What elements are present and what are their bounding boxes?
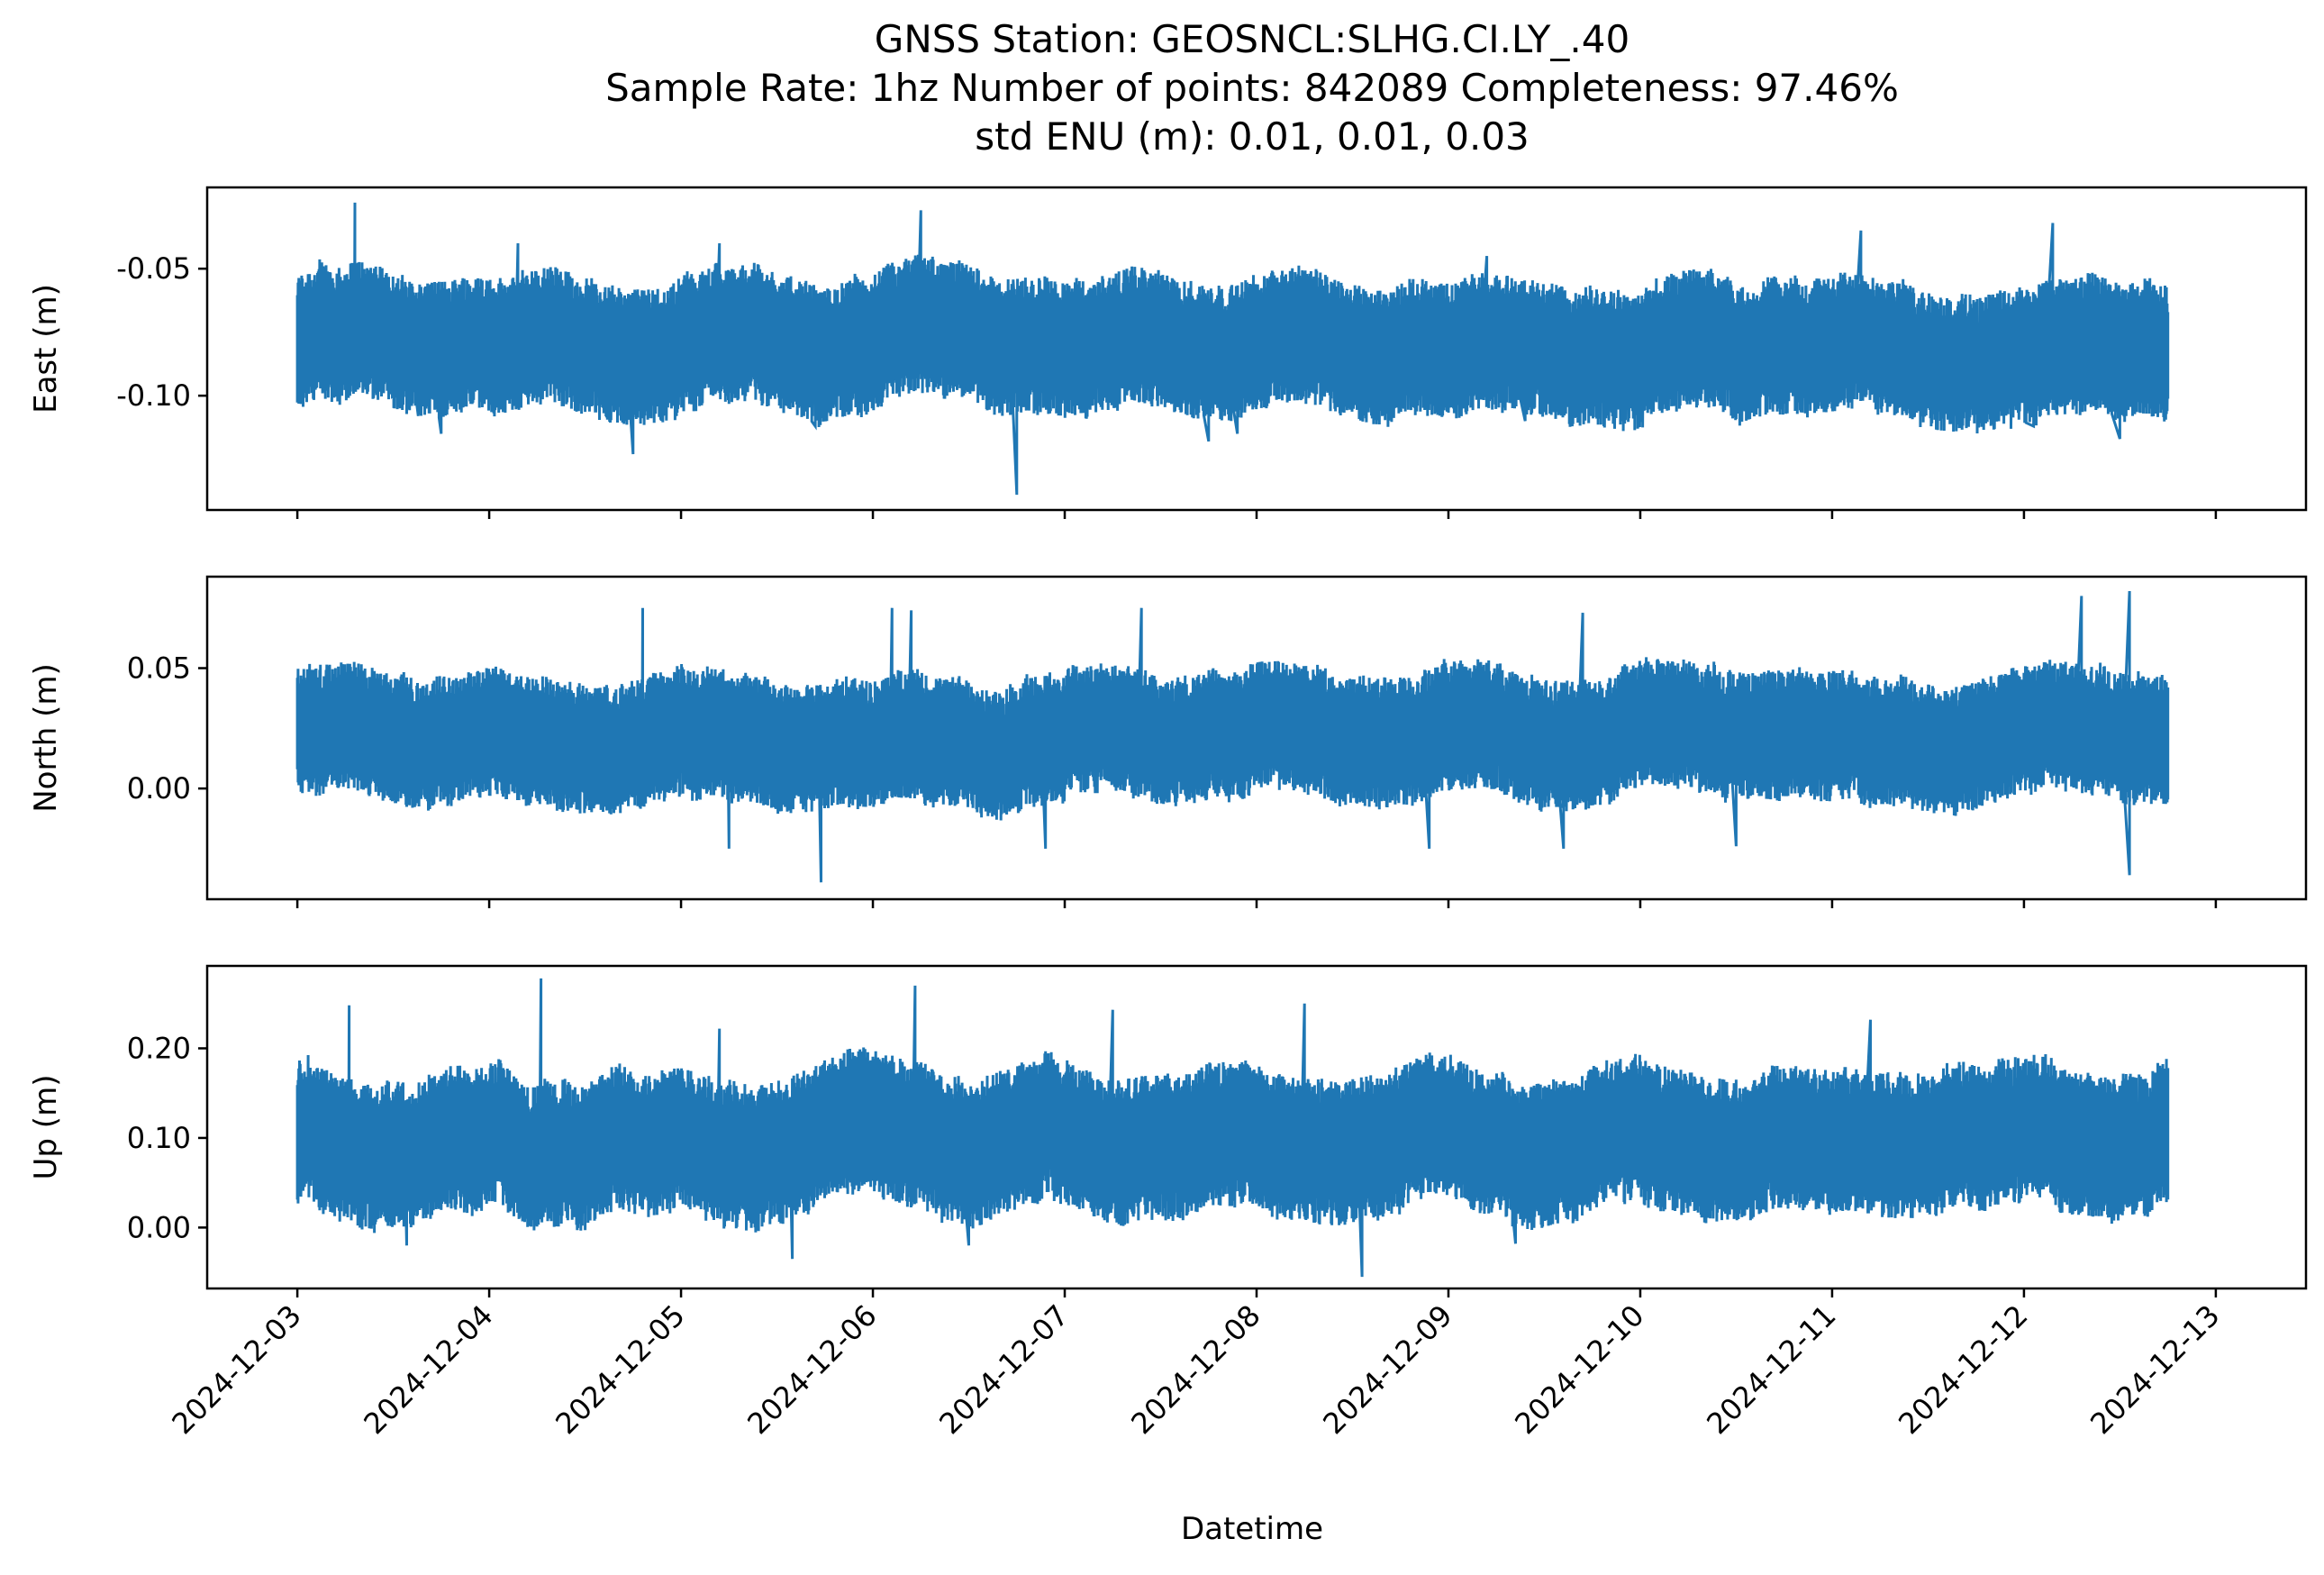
title-line-1: GNSS Station: GEOSNCL:SLHG.CI.LY_.40 [875, 17, 1630, 61]
east-y-tick-label: -0.10 [116, 378, 191, 413]
north-panel: 0.05 0.00 North (m) [28, 575, 2308, 908]
up-y-tick-label: 0.00 [127, 1210, 191, 1244]
east-y-tick-label: -0.05 [116, 251, 191, 286]
up-y-tick-label: 0.20 [127, 1031, 191, 1065]
title-line-2: Sample Rate: 1hz Number of points: 84208… [605, 66, 1899, 110]
up-y-tick-label: 0.10 [127, 1121, 191, 1155]
up-series-line [295, 978, 2170, 1278]
north-x-ticks [295, 899, 2218, 908]
east-y-axis-label: East (m) [28, 284, 64, 414]
title-line-3: std ENU (m): 0.01, 0.01, 0.03 [975, 114, 1530, 159]
up-y-ticks: 0.20 0.10 0.00 [127, 1031, 207, 1244]
chart-title: GNSS Station: GEOSNCL:SLHG.CI.LY_.40 Sam… [605, 17, 1899, 159]
north-series-line [295, 590, 2170, 883]
x-axis-label: Datetime [1181, 1511, 1323, 1547]
north-y-tick-label: 0.00 [127, 771, 191, 806]
north-y-ticks: 0.05 0.00 [127, 651, 207, 806]
north-y-tick-label: 0.05 [127, 651, 191, 686]
up-y-axis-label: Up (m) [28, 1075, 64, 1180]
up-x-ticks [295, 1288, 2218, 1297]
north-y-axis-label: North (m) [28, 663, 64, 813]
east-series-line [295, 202, 2170, 496]
east-x-ticks [295, 510, 2218, 519]
east-panel: -0.05 -0.10 East (m) [28, 186, 2308, 519]
east-y-ticks: -0.05 -0.10 [116, 251, 207, 413]
